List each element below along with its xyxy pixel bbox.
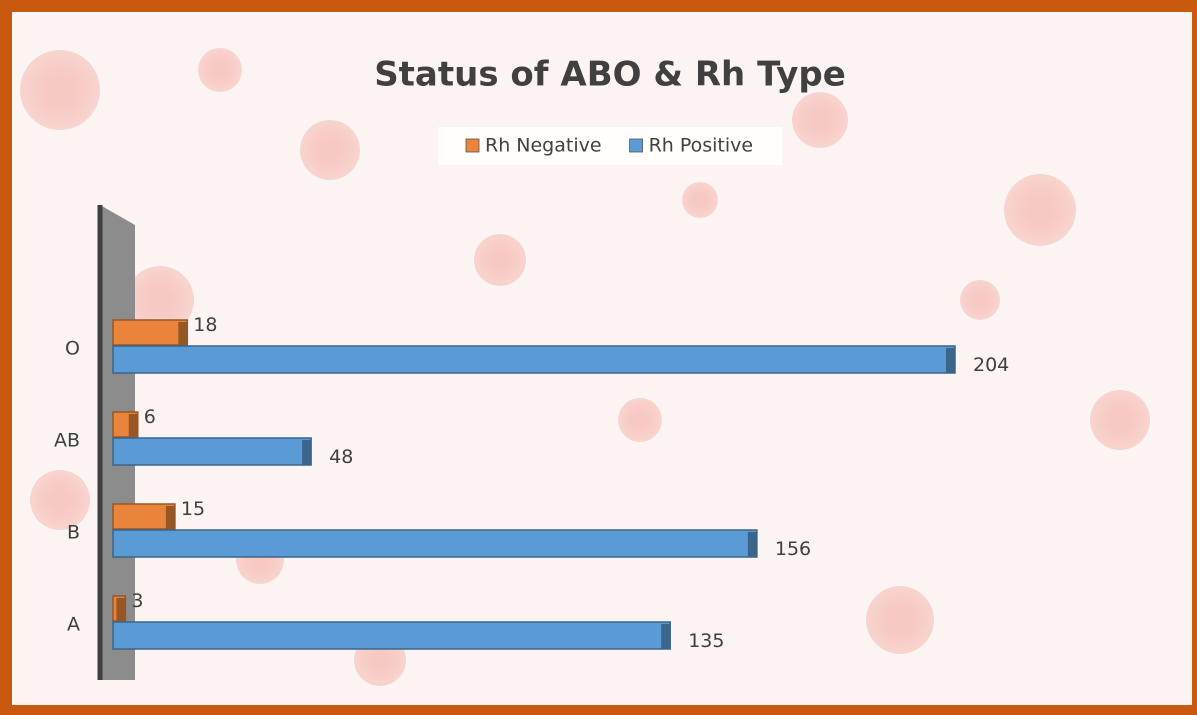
bar-side (129, 414, 138, 437)
chart-title: Status of ABO & Rh Type (374, 55, 846, 95)
chart: Status of ABO & Rh Type Rh Negative Rh Po… (0, 0, 1197, 715)
y-tick-label: O (65, 338, 80, 360)
value-label: 15 (181, 498, 205, 520)
value-label: 135 (688, 630, 724, 652)
value-label: 156 (775, 538, 811, 560)
bar (113, 346, 955, 373)
value-label: 3 (131, 590, 143, 612)
legend-label: Rh Negative (485, 135, 602, 157)
bar-side (946, 348, 955, 373)
bar (113, 320, 187, 345)
value-label: 6 (144, 406, 156, 428)
value-label: 48 (329, 446, 353, 468)
legend-swatch (466, 139, 479, 152)
bar (113, 438, 311, 465)
bar-side (661, 624, 670, 649)
y-tick-label: B (67, 522, 80, 544)
legend-label: Rh Positive (649, 135, 754, 157)
bar (113, 622, 670, 649)
bar-side (116, 598, 125, 621)
bar-side (178, 322, 187, 345)
bar-side (302, 440, 311, 465)
bar-side (166, 506, 175, 529)
legend-swatch (630, 139, 643, 152)
y-tick-label: AB (54, 430, 80, 452)
value-label: 18 (193, 314, 217, 336)
y-tick-label: A (67, 614, 80, 636)
value-label: 204 (973, 354, 1009, 376)
bar (113, 530, 757, 557)
bar-side (748, 532, 757, 557)
bar (113, 504, 175, 529)
